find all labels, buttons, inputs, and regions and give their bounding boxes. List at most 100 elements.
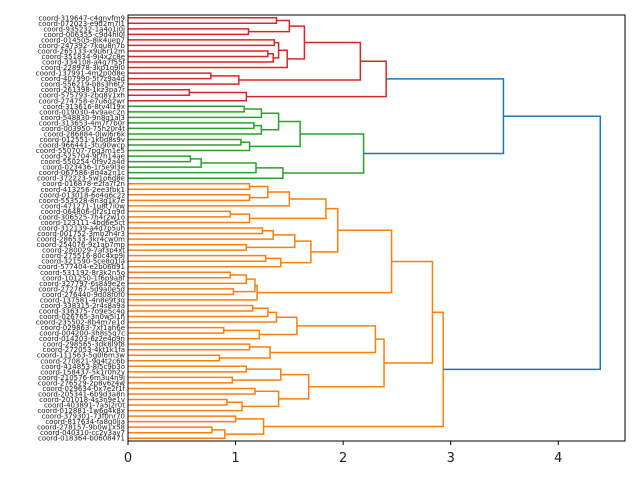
dendrogram-link: [259, 316, 298, 336]
dendrogram-link: [261, 112, 280, 131]
dendrogram-link: [248, 19, 291, 33]
leaf-label: coord-550254-0f9v2a4d: [40, 158, 125, 166]
dendrogram-link: [128, 329, 260, 340]
dendrogram-link: [128, 271, 231, 279]
leaf-label: coord-205341-6b9d3a8n: [38, 390, 125, 398]
dendrogram-link: [128, 230, 274, 240]
dendrogram-link: [128, 17, 278, 25]
dendrogram-link: [128, 72, 212, 80]
dendrogram-link: [273, 41, 280, 59]
leaf-label: coord-064806-0f2s1q9d: [41, 208, 125, 216]
dendrogram-link: [363, 78, 505, 155]
leaf-label: coord-286533-3kr4cw0m: [37, 236, 125, 244]
dendrogram-link: [128, 138, 242, 146]
leaf-label: coord-235502-8b4m7e1d: [36, 319, 125, 327]
leaf-label: coord-286884-0jwl6r6k: [44, 130, 126, 138]
dendrogram-link: [128, 365, 248, 373]
dendrogram-link: [246, 60, 387, 98]
leaf-label: coord-553528-8n3g1k7e: [39, 197, 125, 205]
dendrogram-link: [128, 52, 274, 63]
dendrogram-link: [128, 39, 276, 47]
dendrogram-link: [443, 115, 602, 371]
dendrogram-link: [128, 88, 191, 96]
leaf-label: coord-101250-1f6p9a8f: [42, 274, 125, 282]
dendrogram-link: [128, 415, 237, 423]
x-tick-label: 1: [231, 451, 239, 466]
dendrogram-links: [128, 17, 602, 439]
leaf-label: coord-013018-6o4q6c2z: [40, 191, 126, 199]
leaf-label: coord-556219-b8s3h6t2: [41, 81, 125, 89]
leaf-label: coord-280029-7af3p4xt: [42, 247, 125, 255]
dendrogram-link: [249, 185, 269, 199]
plot-frame: [127, 14, 626, 442]
leaf-label: coord-276529-2p8v6z4w: [38, 379, 125, 387]
leaf-label: coord-525704-9i7h14ae: [41, 153, 125, 161]
leaf-label: coord-372223-5w1o6d8e: [37, 175, 125, 183]
leaf-label: coord-575793-2bq8y1xh: [39, 92, 125, 100]
dendrogram-link: [128, 274, 248, 285]
leaf-label: coord-012881-1w6g4k8x: [37, 407, 125, 415]
dendrogram-link: [128, 108, 263, 119]
leaf-label: coord-414853-8l5c9b3o: [41, 363, 125, 371]
leaf-label: coord-403891-7a5j2r0t: [44, 402, 125, 410]
dendrogram-link: [128, 210, 231, 218]
dendrogram-link: [128, 343, 251, 351]
dendrogram-link: [128, 288, 235, 296]
leaf-label: coord-228978-3kp1q9l0: [41, 64, 125, 72]
leaf-label: coord-966441-3tu90wcp: [39, 142, 126, 150]
leaf-label: coord-334108-a4g7f55f: [42, 59, 125, 67]
dendrogram-link: [263, 311, 444, 428]
dendrogram-link: [270, 325, 377, 354]
leaf-label: coord-935232-1a4o1i0j: [43, 25, 125, 33]
leaf-label: coord-531192-8r3k2n5o: [40, 269, 125, 277]
dendrogram-link: [128, 426, 213, 434]
leaf-label: coord-276440-9d08f0f0: [42, 291, 125, 299]
dendrogram-link: [128, 254, 267, 262]
leaf-label: coord-004200-3h8s5q7c: [39, 330, 125, 338]
leaf-label: coord-001752-3mb2h4r3: [37, 230, 125, 238]
leaf-label: coord-272053-4kt1k1fa: [43, 346, 125, 354]
leaf-label: coord-201018-4s3n9e1v: [39, 396, 125, 404]
leaf-label: coord-471271-1u8t7i0w: [41, 202, 125, 210]
leaf-label: coord-261398-1kz3pa7r: [41, 86, 125, 94]
leaf-label: coord-550707-7pg3m1e5: [36, 147, 125, 155]
leaf-label: coord-379301-73f0nr70: [42, 413, 125, 421]
leaf-label: coord-029863-7xf1ah6e: [41, 324, 125, 332]
dendrogram-link: [128, 284, 258, 301]
dendrogram-link: [242, 390, 280, 408]
leaf-label: coord-265133-x9u6r12m: [38, 47, 126, 55]
leaf-label: coord-029634-0x7e2f1f: [42, 385, 125, 393]
leaf-label: coord-123111-4bd6e5ct: [40, 219, 125, 227]
dendrogram-link: [128, 354, 221, 362]
dendrogram-link: [128, 50, 269, 58]
dendrogram-link: [219, 346, 271, 359]
dendrogram-link: [128, 105, 245, 113]
dendrogram-link: [128, 398, 228, 406]
leaf-label: coord-275516-80c4xp9j: [41, 252, 125, 260]
dendrogram-link: [128, 307, 269, 318]
dendrogram-link: [246, 234, 296, 249]
leaf-label: coord-336375-7o9e5c4g: [39, 307, 125, 315]
dendrogram-link: [249, 198, 327, 220]
leaf-label: coord-040310-cc2y3ay7: [40, 429, 125, 437]
leaf-labels: coord-319647-c4gnvfm9coord-072023-e9d2m7…: [36, 14, 126, 442]
leaf-label: coord-072023-e9d2m7l1: [38, 20, 125, 28]
dendrogram-link: [310, 207, 339, 253]
dendrogram-link: [128, 182, 251, 191]
dendrogram-link: [232, 368, 282, 381]
leaf-label: coord-312139-a4d7p5uh: [38, 225, 125, 233]
dendrogram-link: [128, 194, 251, 202]
dendrogram-link: [384, 260, 434, 364]
x-axis: 0 1 2 3 4: [124, 441, 562, 466]
leaf-label: coord-137991-4m2p0d8e: [36, 70, 125, 78]
leaf-label: coord-407990-5f7z9a4d: [41, 75, 125, 83]
dendrogram-link: [128, 304, 254, 312]
dendrogram-link: [257, 229, 393, 294]
dendrogram-link: [128, 141, 251, 152]
dendrogram-link: [128, 257, 282, 268]
leaf-label: coord-026765-3n0w5i1n: [39, 313, 125, 321]
leaf-label: coord-012551-1k0d8s9v: [40, 136, 126, 144]
leaf-label: coord-313616-8tv4i19x: [43, 103, 125, 111]
dendrogram-link: [128, 376, 234, 384]
dendrogram-link: [128, 167, 284, 179]
